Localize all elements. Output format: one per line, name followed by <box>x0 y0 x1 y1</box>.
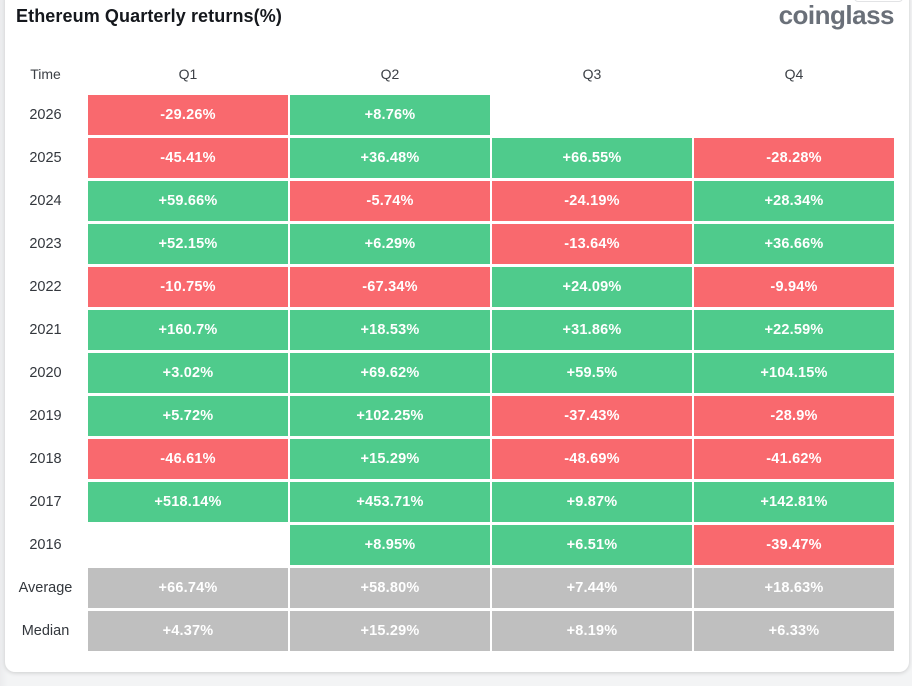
table-cell: +18.53% <box>290 310 490 350</box>
table-cell: -67.34% <box>290 267 490 307</box>
table-cell: -28.9% <box>694 396 894 436</box>
row-label: 2024 <box>29 193 62 209</box>
table-cell <box>88 525 288 565</box>
table-cell: +142.81% <box>694 482 894 522</box>
row-label: Average <box>18 580 73 596</box>
table-cell: +28.34% <box>694 181 894 221</box>
table-cell: +59.5% <box>492 353 692 393</box>
table-cell: +18.63% <box>694 568 894 608</box>
row-label: 2022 <box>29 279 62 295</box>
table-cell: -13.64% <box>492 224 692 264</box>
column-header-q4: Q4 <box>784 66 804 82</box>
table-cell: +9.87% <box>492 482 692 522</box>
table-cell: +58.80% <box>290 568 490 608</box>
row-label: 2017 <box>29 494 62 510</box>
table-cell: +6.51% <box>492 525 692 565</box>
table-cell: +69.62% <box>290 353 490 393</box>
table-cell: +22.59% <box>694 310 894 350</box>
table-cell: -48.69% <box>492 439 692 479</box>
table-cell: +6.29% <box>290 224 490 264</box>
column-header-q1: Q1 <box>178 66 198 82</box>
row-label: Median <box>21 623 70 639</box>
table-cell: +31.86% <box>492 310 692 350</box>
table-cell: +8.76% <box>290 95 490 135</box>
table-cell: +66.74% <box>88 568 288 608</box>
table-cell: +160.7% <box>88 310 288 350</box>
table-cell: -5.74% <box>290 181 490 221</box>
table-cell: +15.29% <box>290 439 490 479</box>
table-cell: +3.02% <box>88 353 288 393</box>
table-cell: +102.25% <box>290 396 490 436</box>
table-cell: +59.66% <box>88 181 288 221</box>
page-title: Ethereum Quarterly returns(%) <box>16 6 282 26</box>
table-cell: -24.19% <box>492 181 692 221</box>
coinglass-logo[interactable]: coinglass <box>778 0 895 30</box>
table-cell: +24.09% <box>492 267 692 307</box>
table-cell: -10.75% <box>88 267 288 307</box>
column-header-q3: Q3 <box>582 66 602 82</box>
row-label: 2020 <box>29 365 62 381</box>
table-cell: -41.62% <box>694 439 894 479</box>
table-cell: +104.15% <box>694 353 894 393</box>
row-label: 2021 <box>29 322 62 338</box>
chart-card: Ethereum Quarterly returns(%) coinglass … <box>5 0 909 672</box>
table-cell: +5.72% <box>88 396 288 436</box>
table-cell: -28.28% <box>694 138 894 178</box>
table-cell: -29.26% <box>88 95 288 135</box>
table-cell: +15.29% <box>290 611 490 651</box>
table-cell <box>492 95 692 135</box>
table-cell: +8.95% <box>290 525 490 565</box>
table-cell: +36.48% <box>290 138 490 178</box>
table-cell: -46.61% <box>88 439 288 479</box>
row-label: 2025 <box>29 150 62 166</box>
table-cell <box>694 95 894 135</box>
table-cell: -9.94% <box>694 267 894 307</box>
table-cell: +36.66% <box>694 224 894 264</box>
row-label: 2018 <box>29 451 62 467</box>
table-cell: +8.19% <box>492 611 692 651</box>
column-header-q2: Q2 <box>380 66 400 82</box>
row-label: 2026 <box>29 107 62 123</box>
table-cell: +6.33% <box>694 611 894 651</box>
quarterly-returns-table: Time Q1 Q2 Q3 Q4 2026 -29.26% +8.76% 2025 -4… <box>5 56 894 651</box>
row-label: 2023 <box>29 236 62 252</box>
table-cell: +52.15% <box>88 224 288 264</box>
table-cell: +7.44% <box>492 568 692 608</box>
row-label: 2019 <box>29 408 62 424</box>
table-cell: +4.37% <box>88 611 288 651</box>
row-label: 2016 <box>29 537 62 553</box>
table-cell: +453.71% <box>290 482 490 522</box>
table-cell: +518.14% <box>88 482 288 522</box>
column-header-time: Time <box>30 66 61 82</box>
table-cell: -45.41% <box>88 138 288 178</box>
table-cell: +66.55% <box>492 138 692 178</box>
table-cell: -39.47% <box>694 525 894 565</box>
table-cell: -37.43% <box>492 396 692 436</box>
